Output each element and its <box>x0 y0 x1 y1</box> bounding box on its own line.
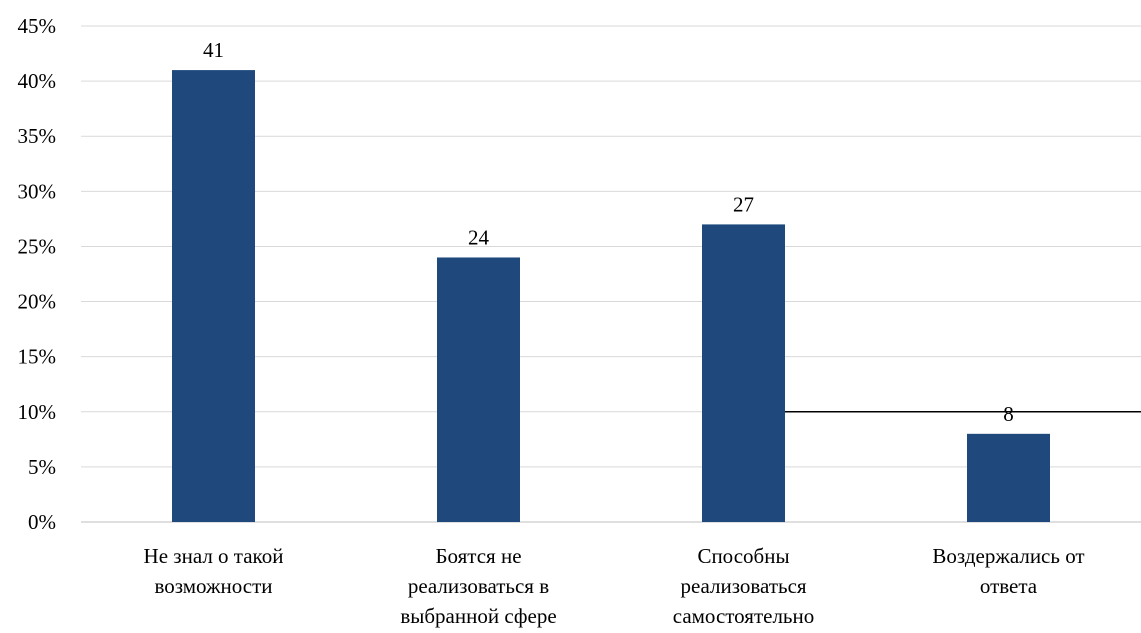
data-labels: 41 24 27 8 <box>203 38 1014 426</box>
category-label-line: возможности <box>154 574 272 598</box>
data-label: 24 <box>468 225 490 249</box>
y-axis-tick-labels: 0% 5% 10% 15% 20% 25% 30% 35% 40% 45% <box>18 14 57 534</box>
data-label: 27 <box>733 192 754 216</box>
category-label-line: Не знал о такой <box>144 544 284 568</box>
bar <box>437 257 520 522</box>
bar <box>702 224 785 522</box>
y-tick-label: 20% <box>18 290 57 314</box>
y-tick-label: 15% <box>18 345 57 369</box>
gridlines <box>81 25 1141 523</box>
y-tick-label: 35% <box>18 124 57 148</box>
category-label-line: Способны <box>697 544 789 568</box>
category-label-line: выбранной сфере <box>400 604 556 628</box>
y-tick-label: 45% <box>18 14 57 38</box>
category-label-line: самостоятельно <box>673 604 814 628</box>
data-label: 8 <box>1003 402 1014 426</box>
category-label: Способны реализоваться самостоятельно <box>673 544 814 628</box>
y-tick-label: 10% <box>18 400 57 424</box>
category-label: Воздержались от ответа <box>932 544 1084 598</box>
data-label: 41 <box>203 38 224 62</box>
category-label-line: ответа <box>980 574 1038 598</box>
y-tick-label: 25% <box>18 234 57 258</box>
category-label-line: Боятся не <box>435 544 521 568</box>
y-tick-label: 30% <box>18 179 57 203</box>
y-tick-label: 0% <box>28 510 56 534</box>
y-tick-label: 5% <box>28 455 56 479</box>
category-label: Боятся не реализоваться в выбранной сфере <box>400 544 556 628</box>
x-axis-category-labels: Не знал о такой возможности Боятся не реали… <box>144 544 1085 628</box>
bars <box>172 70 1050 522</box>
bar <box>172 70 255 522</box>
category-label-line: реализоваться в <box>408 574 549 598</box>
category-label-line: реализоваться <box>680 574 806 598</box>
category-label: Не знал о такой возможности <box>144 544 284 598</box>
y-tick-label: 40% <box>18 69 57 93</box>
bar <box>967 433 1050 522</box>
category-label-line: Воздержались от <box>932 544 1084 568</box>
